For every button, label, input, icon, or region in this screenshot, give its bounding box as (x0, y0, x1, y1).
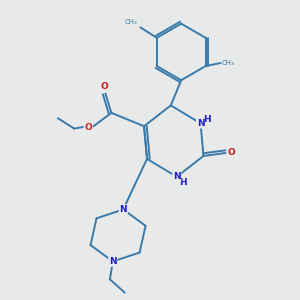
Text: O: O (84, 123, 92, 132)
Text: N: N (109, 257, 117, 266)
Text: N: N (119, 205, 127, 214)
Text: O: O (227, 148, 235, 158)
Text: N: N (197, 119, 204, 128)
Text: CH₃: CH₃ (125, 19, 137, 25)
Text: CH₃: CH₃ (222, 60, 235, 66)
Text: H: H (179, 178, 187, 187)
Text: N: N (173, 172, 181, 181)
Text: O: O (100, 82, 108, 91)
Text: H: H (203, 115, 211, 124)
